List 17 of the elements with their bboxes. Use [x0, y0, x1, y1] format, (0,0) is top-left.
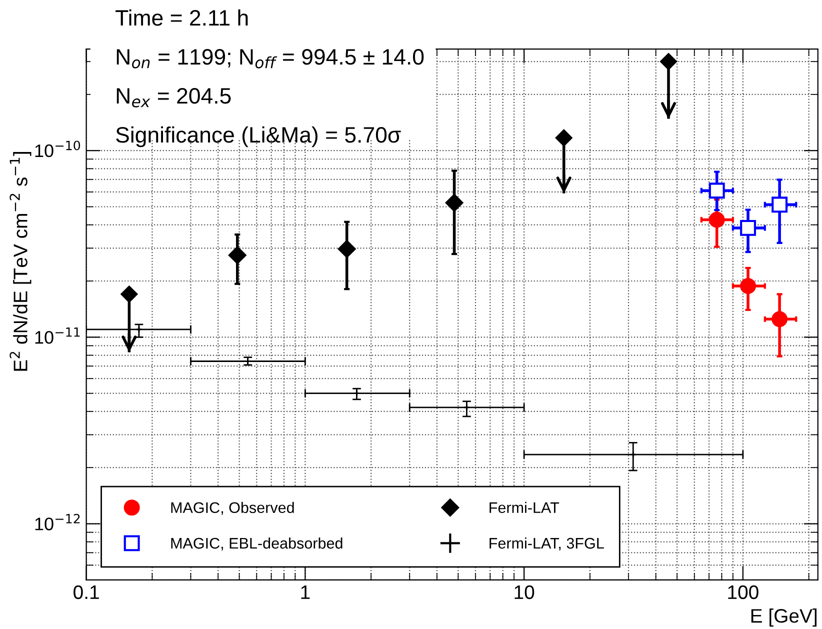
legend-label: MAGIC, Observed [171, 502, 294, 515]
text: Time = 2.11 h [116, 9, 248, 26]
y-tick-label: 10$^{−11}$ [35, 327, 80, 344]
annotation: N$_{on}$ = 1199; N$_{off}$ = 994.5 ± 14.0 [116, 48, 424, 68]
legend-label: MAGIC, EBL-deabsorbed [171, 537, 342, 550]
legend-label: Fermi-LAT [490, 502, 560, 514]
annotation: Significance (Li&Ma) = 5.70σ [116, 126, 401, 148]
y-tick-label: 10$^{−12}$ [35, 514, 80, 530]
legend-label: Fermi-LAT, 3FGL [490, 537, 604, 550]
y-axis-title: E$^{2}$ dN/dE [TeV cm$^{−2}$ s$^{−1}$] [10, 152, 32, 371]
x-tick-label: 10 [514, 585, 534, 600]
x-axis-title: E [GeV] [751, 608, 817, 627]
annotation: N$_{ex}$ = 204.5 [116, 88, 231, 108]
x-tick-label: 0.1 [74, 585, 99, 600]
y-tick-label: 10$^{−10}$ [35, 140, 80, 158]
x-tick-label: 1 [301, 586, 310, 599]
x-tick-label: 100 [728, 585, 758, 600]
